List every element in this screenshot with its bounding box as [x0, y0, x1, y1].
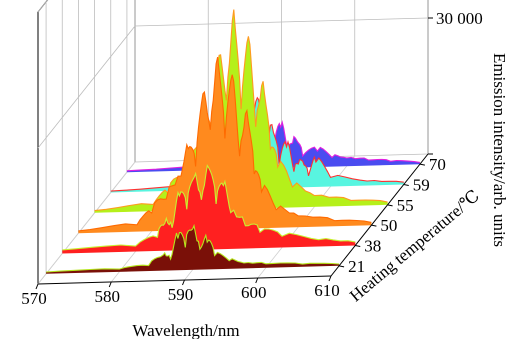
- spectrum-38: [62, 165, 356, 254]
- spectrum-70: [126, 122, 420, 173]
- y-tick-label: 21: [348, 257, 365, 276]
- spectrum-21: [46, 225, 340, 274]
- x-tick: [328, 275, 332, 282]
- spectra-series: [46, 9, 420, 274]
- back-grid-h: [134, 17, 429, 27]
- y-tick: [355, 245, 361, 247]
- x-tick: [182, 279, 185, 286]
- z-axis-title: Emission intensity/arb. units: [490, 53, 509, 247]
- spectrum-50: [78, 57, 372, 234]
- x-tick: [35, 283, 39, 290]
- x-tick-label: 600: [241, 283, 267, 302]
- spectrum-edge-38: [62, 164, 356, 251]
- spectrum-edge-21: [46, 223, 340, 273]
- y-tick-label: 70: [429, 155, 446, 174]
- left-wall-edge: [37, 0, 49, 284]
- left-grid-h: [37, 25, 136, 149]
- x-tick: [108, 281, 112, 288]
- y-tick: [387, 204, 393, 207]
- y-tick: [419, 163, 426, 166]
- x-tick-label: 590: [168, 285, 194, 304]
- x-axis-title: Wavelength/nm: [132, 321, 239, 339]
- z-tick-label: 30 000: [436, 9, 483, 28]
- y-tick-label: 50: [380, 216, 397, 235]
- y-tick: [403, 184, 409, 186]
- y-tick: [371, 224, 377, 227]
- y-tick: [338, 265, 345, 268]
- y-tick-label: 59: [413, 176, 430, 195]
- x-tick: [255, 277, 259, 284]
- y-tick-label: 55: [397, 196, 414, 215]
- y-tick-label: 38: [364, 237, 381, 256]
- x-tick-label: 570: [21, 289, 47, 308]
- left-grid-h: [37, 0, 49, 13]
- spectrum-55: [94, 9, 388, 213]
- x-tick-label: 610: [314, 281, 340, 300]
- y-axis-line: [330, 153, 429, 277]
- floor-grid: [37, 161, 136, 285]
- x-tick-label: 580: [95, 287, 121, 306]
- spectrum-edge-50: [78, 56, 372, 232]
